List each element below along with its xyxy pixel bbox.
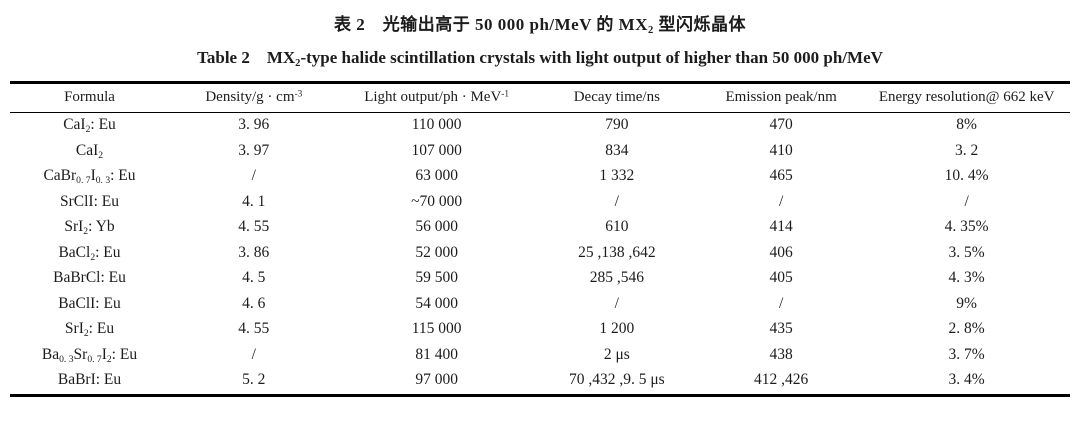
emission-peak-cell: 465 [769,167,793,185]
energy-resolution-cell: 3. 7% [948,345,985,363]
table-row: Ba0. 3Sr0. 7I2: Eu / 81 400 2 μs 438 3. 7% [10,343,1070,369]
emission-peak-cell: 406 [769,243,793,261]
header-row: Formula Density/g · cm-3 Light output/ph… [10,82,1070,113]
formula-cell: CaI2 [75,141,104,161]
table-row: SrClI: Eu 4. 1 ~70 000 / / / [10,190,1070,216]
emission-peak-cell: 410 [769,141,793,159]
column-header-formula: Formula [10,82,169,113]
emission-peak-cell: 414 [769,218,793,236]
table-caption-english: Table 2 MX2-type halide scintillation cr… [197,48,883,70]
table-row: BaClI: Eu 4. 6 54 000 / / 9% [10,292,1070,318]
formula-cell: BaBrCl: Eu [53,269,126,287]
density-cell: 5. 2 [242,371,266,389]
energy-resolution-cell: 8% [956,116,977,134]
formula-cell: CaI2: Eu [63,116,116,136]
table-row: BaBrCl: Eu 4. 5 59 500 285 ,546 405 4. 3% [10,266,1070,292]
energy-resolution-cell: 4. 3% [948,269,985,287]
density-cell: 3. 97 [238,141,270,159]
density-cell: 4. 1 [242,192,266,210]
energy-resolution-cell: 3. 5% [948,243,985,261]
formula-cell: SrI2: Yb [64,218,115,238]
density-cell: / [251,345,256,363]
table-row: BaBrI: Eu 5. 2 97 000 70 ,432 ,9. 5 μs 412 ,… [10,368,1070,395]
table-row: SrI2: Eu 4. 55 115 000 1 200 435 2. 8% [10,317,1070,343]
table-row: SrI2: Yb 4. 55 56 000 610 414 4. 35% [10,215,1070,241]
density-cell: 3. 86 [238,243,270,261]
light-output-cell: ~70 000 [411,192,463,210]
light-output-cell: 56 000 [415,218,458,236]
formula-cell: BaCl2: Eu [58,243,121,263]
emission-peak-cell: / [778,294,784,312]
emission-peak-cell: 412 ,426 [754,371,809,389]
decay-time-cell: 25 ,138 ,642 [578,243,656,261]
energy-resolution-cell: / [964,192,969,210]
energy-resolution-cell: 3. 4% [948,371,985,389]
decay-time-cell: 1 200 [599,320,635,338]
decay-time-cell: / [614,294,619,312]
decay-time-cell: 1 332 [599,167,635,185]
light-output-cell: 81 400 [415,345,458,363]
decay-time-cell: 70 ,432 ,9. 5 μs [568,371,665,389]
density-cell: 4. 55 [238,218,270,236]
formula-cell: Ba0. 3Sr0. 7I2: Eu [41,345,138,365]
light-output-cell: 115 000 [411,320,462,338]
table-body: CaI2: Eu 3. 96 110 000 790 470 8% CaI2 3. 97 107… [10,113,1070,396]
formula-cell: SrI2: Eu [64,320,115,340]
light-output-cell: 59 500 [415,269,458,287]
column-header-density: Density/g · cm-3 [169,82,339,113]
table-row: CaBr0. 7I0. 3: Eu / 63 000 1 332 465 10. 4% [10,164,1070,190]
energy-resolution-cell: 4. 35% [944,218,989,236]
decay-time-cell: 790 [605,116,629,134]
column-header-energy-resolution: Energy resolution@ 662 keV [863,82,1070,113]
emission-peak-cell: 470 [769,116,793,134]
formula-cell: BaBrI: Eu [57,371,122,389]
formula-cell: SrClI: Eu [60,192,119,210]
density-cell: 4. 55 [238,320,270,338]
column-header-light-output: Light output/ph · MeV-1 [338,82,535,113]
emission-peak-cell: 438 [769,345,793,363]
density-cell: 3. 96 [238,116,270,134]
light-output-cell: 97 000 [415,371,458,389]
light-output-cell: 63 000 [415,167,458,185]
column-header-decay-time: Decay time/ns [534,82,699,113]
emission-peak-cell: 435 [769,320,793,338]
energy-resolution-cell: 3. 2 [955,141,979,159]
decay-time-cell: 610 [605,218,629,236]
energy-resolution-cell: 2. 8% [948,320,985,338]
table-caption-chinese: 表 2 光输出高于 50 000 ph/MeV 的 MX2 型闪烁晶体 [333,15,747,37]
density-cell: 4. 6 [242,294,266,312]
table-row: BaCl2: Eu 3. 86 52 000 25 ,138 ,642 406 3. 5% [10,241,1070,267]
table-row: CaI2: Eu 3. 96 110 000 790 470 8% [10,113,1070,139]
energy-resolution-cell: 9% [956,294,977,312]
scintillation-crystals-table: Formula Density/g · cm-3 Light output/ph… [10,81,1070,397]
light-output-cell: 107 000 [411,141,462,159]
decay-time-cell: / [614,192,619,210]
decay-time-cell: 285 ,546 [589,269,644,287]
table-row: CaI2 3. 97 107 000 834 410 3. 2 [10,139,1070,165]
formula-cell: BaClI: Eu [58,294,121,312]
decay-time-cell: 2 μs [603,345,630,363]
density-cell: / [251,167,256,185]
light-output-cell: 52 000 [415,243,458,261]
density-cell: 4. 5 [242,269,266,287]
formula-cell: CaBr0. 7I0. 3: Eu [43,167,136,187]
light-output-cell: 54 000 [415,294,458,312]
emission-peak-cell: 405 [769,269,793,287]
decay-time-cell: 834 [605,141,629,159]
paper-table-figure: 表 2 光输出高于 50 000 ph/MeV 的 MX2 型闪烁晶体 Tabl… [10,15,1070,397]
column-header-emission-peak: Emission peak/nm [698,82,864,113]
energy-resolution-cell: 10. 4% [944,167,989,185]
light-output-cell: 110 000 [411,116,462,134]
emission-peak-cell: / [778,192,784,210]
